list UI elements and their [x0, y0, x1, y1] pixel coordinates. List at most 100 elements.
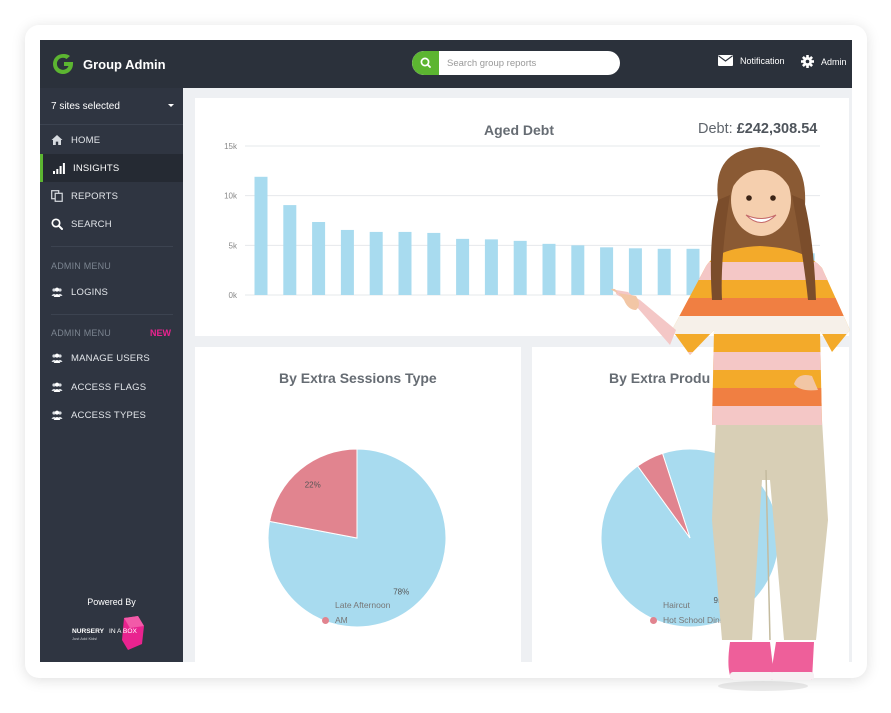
legend-label: Hot School Dinner — [663, 615, 732, 625]
bar[interactable] — [369, 231, 383, 295]
aged-debt-bar-chart: 0k 5k 10k 15k — [224, 142, 820, 300]
sidebar-item-label: HOME — [71, 134, 101, 146]
aged-debt-card: Aged Debt Debt: £242,308.54 0k 5k 10k 15k — [195, 98, 849, 336]
sidebar-item-label: ACCESS FLAGS — [71, 381, 147, 393]
extra-sessions-card: By Extra Sessions Type 78% 22% Late After… — [195, 347, 521, 662]
legend-item: Hot School Dinner — [650, 615, 732, 625]
section-title-admin-menu: ADMIN MENU — [51, 261, 111, 271]
sidebar-item-label: INSIGHTS — [73, 162, 120, 174]
sidebar: 7 sites selected HOME INSIGHTS REPORTS — [40, 88, 183, 662]
bar[interactable] — [715, 250, 729, 295]
search-input[interactable] — [439, 51, 620, 75]
bar[interactable] — [542, 243, 556, 295]
chart-title: Aged Debt — [484, 122, 554, 138]
home-icon — [51, 135, 63, 145]
caret-down-icon — [168, 104, 174, 107]
bar[interactable] — [513, 240, 527, 295]
nursery-logo-tagline: Just Add Kids! — [72, 636, 97, 641]
sidebar-divider — [51, 246, 173, 247]
sidebar-item-access-flags[interactable]: ACCESS FLAGS — [40, 373, 183, 401]
search-icon — [51, 218, 63, 230]
bar[interactable] — [600, 247, 614, 295]
search-button[interactable] — [412, 51, 439, 75]
legend-item: AM — [322, 615, 348, 625]
envelope-icon — [718, 55, 733, 66]
bar[interactable] — [686, 248, 700, 295]
app-title: Group Admin — [83, 57, 166, 72]
legend-label: Haircut — [663, 600, 690, 610]
pie-slice-label: 22% — [305, 481, 321, 490]
pie-slice-label: 95% — [714, 596, 730, 605]
bar[interactable] — [628, 248, 642, 295]
bar[interactable] — [801, 253, 815, 295]
users-icon — [51, 287, 63, 297]
bar[interactable] — [484, 239, 498, 295]
gear-icon — [801, 55, 814, 68]
new-badge: NEW — [150, 328, 171, 338]
extra-products-pie-chart: 95% — [600, 448, 780, 628]
nursery-in-a-box-logo: NURSERY IN A BOX Just Add Kids! — [72, 616, 144, 650]
bar[interactable] — [456, 238, 470, 295]
users-icon — [51, 410, 63, 420]
search-icon — [420, 57, 431, 68]
top-bar: Group Admin Notification — [40, 40, 852, 88]
nursery-logo-text-right: IN A BOX — [109, 628, 137, 635]
sidebar-item-label: SEARCH — [71, 218, 112, 230]
bar[interactable] — [657, 248, 671, 295]
bar[interactable] — [571, 245, 585, 295]
bar[interactable] — [744, 251, 758, 295]
admin-label: Admin — [821, 56, 847, 67]
legend-dot — [650, 601, 657, 609]
chart-title: By Extra Produ — [609, 370, 711, 386]
bar[interactable] — [254, 176, 268, 295]
debt-summary: Debt: £242,308.54 — [698, 121, 817, 137]
powered-by-label: Powered By — [87, 597, 136, 607]
pie-slice[interactable] — [268, 448, 358, 539]
extra-products-card: By Extra Produ 95% Haircut Hot School Di… — [532, 347, 849, 662]
legend-dot — [322, 601, 329, 609]
legend-label: AM — [335, 615, 348, 625]
search-bar — [412, 51, 620, 75]
sidebar-item-access-types[interactable]: ACCESS TYPES — [40, 401, 183, 429]
extra-sessions-pie-chart: 78% 22% — [267, 448, 447, 628]
sidebar-item-label: ACCESS TYPES — [71, 409, 147, 421]
copy-icon — [51, 190, 63, 202]
legend-item: Late Afternoon — [322, 600, 390, 610]
y-tick-label: 5k — [229, 241, 238, 250]
sidebar-item-insights[interactable]: INSIGHTS — [40, 154, 183, 182]
y-tick-label: 15k — [224, 142, 238, 151]
notification-button[interactable]: Notification — [718, 55, 785, 66]
bar[interactable] — [340, 229, 354, 295]
debt-value: £242,308.54 — [736, 121, 818, 137]
users-icon — [51, 382, 63, 392]
sidebar-item-search[interactable]: SEARCH — [40, 210, 183, 238]
app-window: Group Admin Notification — [40, 40, 852, 662]
pie-slice-label: 78% — [393, 587, 409, 596]
nursery-logo-text-left: NURSERY — [72, 628, 105, 635]
bar[interactable] — [312, 221, 326, 295]
legend-item: Haircut — [650, 600, 690, 610]
sidebar-item-home[interactable]: HOME — [40, 126, 183, 154]
legend-dot — [322, 616, 329, 624]
bar[interactable] — [772, 252, 786, 295]
y-tick-label: 0k — [229, 291, 238, 300]
sidebar-item-reports[interactable]: REPORTS — [40, 182, 183, 210]
sidebar-item-manage-users[interactable]: MANAGE USERS — [40, 344, 183, 372]
group-admin-logo-icon — [53, 53, 73, 74]
bar[interactable] — [283, 205, 297, 295]
site-selector[interactable]: 7 sites selected — [40, 88, 183, 125]
users-icon — [51, 353, 63, 363]
bar[interactable] — [427, 232, 441, 295]
chart-title: By Extra Sessions Type — [279, 370, 437, 386]
sidebar-item-logins[interactable]: LOGINS — [40, 278, 183, 306]
sidebar-divider — [51, 314, 173, 315]
section-title-admin-menu: ADMIN MENU — [51, 328, 111, 338]
sidebar-item-label: REPORTS — [71, 190, 119, 202]
debt-label: Debt: — [698, 121, 733, 137]
signal-bars-icon — [53, 163, 65, 174]
sidebar-item-label: MANAGE USERS — [71, 352, 150, 364]
bar[interactable] — [398, 231, 412, 295]
pie-slice[interactable] — [636, 452, 691, 539]
admin-menu-button[interactable]: Admin — [801, 55, 847, 68]
y-tick-label: 10k — [224, 192, 238, 201]
